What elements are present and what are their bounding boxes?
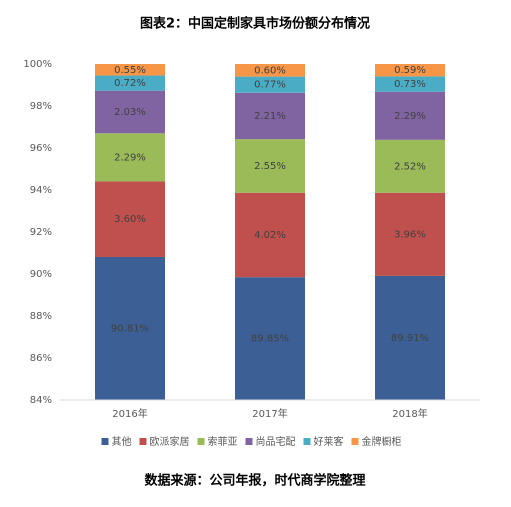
- legend-label: 欧派家居: [150, 435, 190, 448]
- value-label: 2.52%: [394, 161, 426, 172]
- value-label: 0.59%: [394, 65, 426, 76]
- legend-swatch: [245, 438, 253, 445]
- value-label: 89.85%: [251, 334, 289, 345]
- y-tick-label: 86%: [30, 353, 52, 364]
- legend-swatch: [139, 438, 147, 445]
- legend-label: 尚品宅配: [256, 435, 296, 448]
- y-tick-label: 98%: [30, 101, 52, 112]
- value-label: 0.60%: [254, 65, 286, 76]
- x-tick-label: 2017年: [252, 407, 287, 420]
- legend-swatch: [101, 438, 109, 445]
- y-tick-label: 84%: [30, 395, 52, 406]
- bar-segment: [235, 64, 305, 77]
- legend-swatch: [303, 438, 311, 445]
- value-label: 4.02%: [254, 230, 286, 241]
- legend-swatch: [351, 438, 359, 445]
- bar-segment: [95, 181, 165, 257]
- legend-label: 金牌橱柜: [362, 435, 402, 448]
- y-tick-label: 94%: [30, 185, 52, 196]
- y-tick-label: 96%: [30, 143, 52, 154]
- value-label: 90.81%: [111, 323, 149, 334]
- legend-label: 索菲亚: [208, 435, 238, 448]
- value-label: 2.29%: [114, 152, 146, 163]
- x-tick-label: 2018年: [392, 407, 427, 420]
- value-label: 0.72%: [114, 78, 146, 89]
- y-tick-label: 90%: [30, 269, 52, 280]
- bar-segment: [375, 76, 445, 92]
- legend-label: 好莱客: [314, 435, 344, 448]
- value-label: 2.03%: [114, 107, 146, 118]
- value-label: 2.21%: [254, 111, 286, 122]
- bar-segment: [375, 192, 445, 276]
- legend-label: 其他: [112, 435, 132, 448]
- value-label: 2.55%: [254, 161, 286, 172]
- x-tick-label: 2016年: [112, 407, 147, 420]
- bar-segment: [375, 91, 445, 140]
- bar-segment: [375, 64, 445, 77]
- chart-title: 图表2：中国定制家具市场份额分布情况: [140, 16, 370, 32]
- value-label: 0.55%: [114, 65, 146, 76]
- legend-swatch: [197, 438, 205, 445]
- value-label: 89.91%: [391, 333, 429, 344]
- bar-segment: [235, 76, 305, 93]
- bar-segment: [95, 64, 165, 76]
- value-label: 0.77%: [254, 80, 286, 91]
- bar-segment: [235, 139, 305, 193]
- y-tick-label: 92%: [30, 227, 52, 238]
- bar-segment: [95, 256, 165, 400]
- source-note: 数据来源：公司年报，时代商学院整理: [144, 473, 365, 489]
- bar-segment: [95, 75, 165, 91]
- value-label: 2.29%: [394, 111, 426, 122]
- bar-segment: [375, 275, 445, 400]
- y-tick-label: 100%: [23, 59, 52, 70]
- value-label: 3.96%: [394, 229, 426, 240]
- bar-segment: [95, 90, 165, 134]
- bar-segment: [375, 139, 445, 193]
- y-tick-label: 88%: [30, 311, 52, 322]
- value-label: 3.60%: [114, 214, 146, 225]
- value-label: 0.73%: [394, 79, 426, 90]
- bar-segment: [235, 277, 305, 400]
- bar-segment: [235, 192, 305, 278]
- bar-segment: [95, 133, 165, 182]
- bar-segment: [235, 92, 305, 140]
